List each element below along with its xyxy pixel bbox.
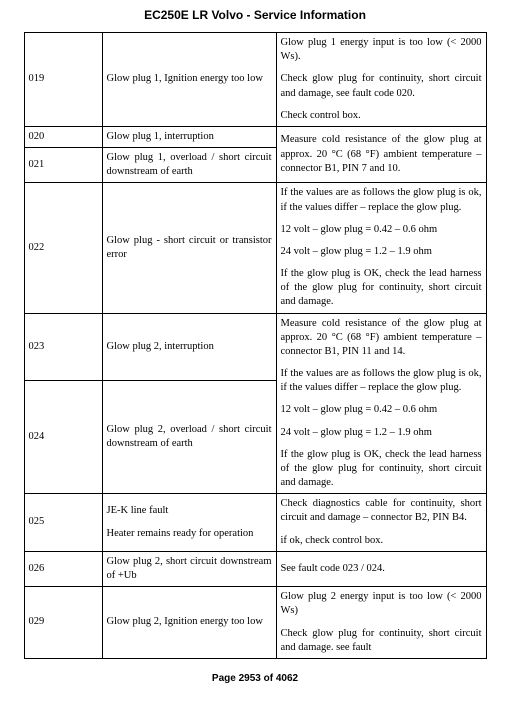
fault-action: Measure cold resistance of the glow plug… bbox=[276, 313, 486, 494]
fault-action: See fault code 023 / 024. bbox=[276, 551, 486, 586]
fault-action: If the values are as follows the glow pl… bbox=[276, 183, 486, 313]
fault-description: Glow plug 2, Ignition energy too low bbox=[102, 587, 276, 659]
fault-description: JE-K line faultHeater remains ready for … bbox=[102, 494, 276, 552]
fault-code: 029 bbox=[24, 587, 102, 659]
table-row: 020Glow plug 1, interruptionMeasure cold… bbox=[24, 126, 486, 147]
fault-code-table: 019Glow plug 1, Ignition energy too lowG… bbox=[24, 32, 487, 659]
fault-code: 023 bbox=[24, 313, 102, 381]
fault-code: 025 bbox=[24, 494, 102, 552]
fault-description: Glow plug 2, interruption bbox=[102, 313, 276, 381]
table-row: 026Glow plug 2, short circuit downstream… bbox=[24, 551, 486, 586]
fault-action: Check diagnostics cable for continuity, … bbox=[276, 494, 486, 552]
table-row: 023Glow plug 2, interruptionMeasure cold… bbox=[24, 313, 486, 381]
page-title: EC250E LR Volvo - Service Information bbox=[0, 0, 510, 32]
fault-action: Glow plug 1 energy input is too low (< 2… bbox=[276, 33, 486, 127]
fault-code: 026 bbox=[24, 551, 102, 586]
fault-code: 019 bbox=[24, 33, 102, 127]
fault-action: Measure cold resistance of the glow plug… bbox=[276, 126, 486, 183]
fault-description: Glow plug 1, Ignition energy too low bbox=[102, 33, 276, 127]
fault-description: Glow plug 1, overload / short circuit do… bbox=[102, 148, 276, 183]
table-row: 019Glow plug 1, Ignition energy too lowG… bbox=[24, 33, 486, 127]
fault-code: 021 bbox=[24, 148, 102, 183]
fault-action: Glow plug 2 energy input is too low (< 2… bbox=[276, 587, 486, 659]
table-row: 029Glow plug 2, Ignition energy too lowG… bbox=[24, 587, 486, 659]
fault-description: Glow plug - short circuit or transistor … bbox=[102, 183, 276, 313]
fault-description: Glow plug 2, overload / short circuit do… bbox=[102, 381, 276, 494]
table-row: 022Glow plug - short circuit or transist… bbox=[24, 183, 486, 313]
page-footer: Page 2953 of 4062 bbox=[0, 673, 510, 684]
fault-code: 022 bbox=[24, 183, 102, 313]
fault-code: 020 bbox=[24, 126, 102, 147]
fault-description: Glow plug 1, interruption bbox=[102, 126, 276, 147]
fault-description: Glow plug 2, short circuit downstream of… bbox=[102, 551, 276, 586]
table-row: 025JE-K line faultHeater remains ready f… bbox=[24, 494, 486, 552]
fault-code: 024 bbox=[24, 381, 102, 494]
